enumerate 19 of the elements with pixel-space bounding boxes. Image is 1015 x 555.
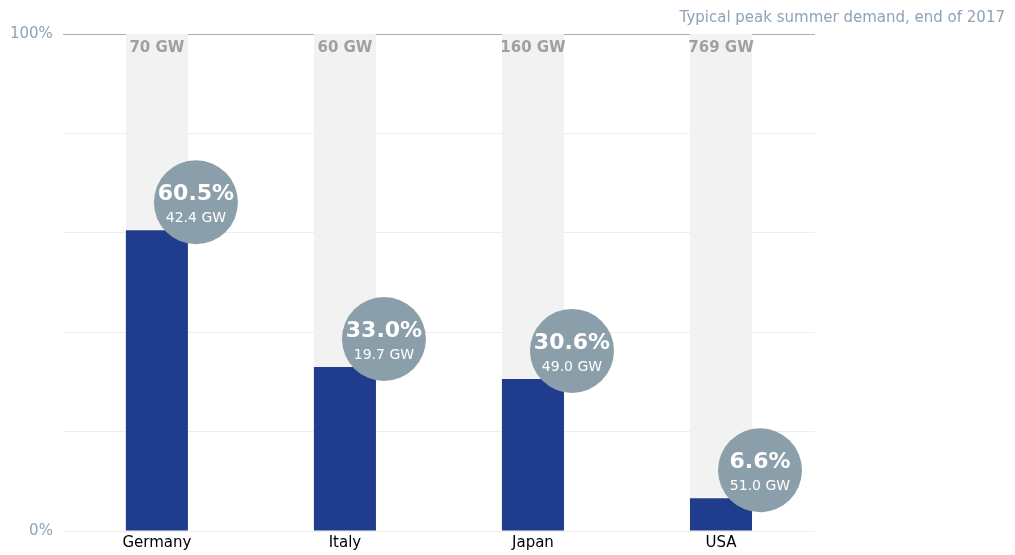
data-label: 30.6% — [533, 328, 611, 354]
y-tick-label: 0% — [29, 520, 53, 539]
data-label: 60.5% — [157, 180, 235, 206]
x-tick-label: Germany — [122, 532, 192, 551]
annotation: 70 GW — [129, 37, 185, 56]
annotation: 49.0 GW — [541, 357, 603, 374]
annotation: 60 GW — [317, 37, 373, 56]
x-tick-label: Italy — [328, 532, 362, 551]
annotation: 769 GW — [688, 37, 755, 56]
annotation: 51.0 GW — [729, 476, 791, 493]
annotation: 19.7 GW — [353, 345, 415, 362]
text: Typical peak summer demand, end of 2017 — [678, 7, 1005, 26]
x-tick-label: Japan — [511, 532, 554, 551]
x-tick-label: USA — [705, 532, 738, 551]
y-tick-label: 100% — [9, 23, 53, 42]
data-label: 33.0% — [345, 316, 423, 342]
data-label: 6.6% — [729, 447, 791, 473]
annotation: 42.4 GW — [165, 208, 227, 225]
annotation: 160 GW — [500, 37, 567, 56]
